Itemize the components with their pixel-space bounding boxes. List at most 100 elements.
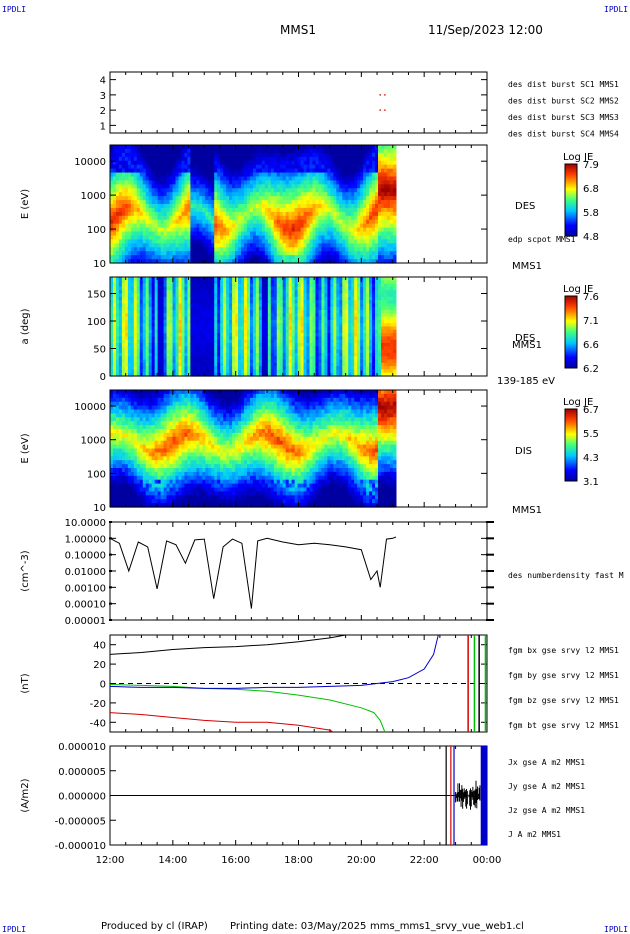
des-pitch-cell xyxy=(232,326,236,331)
des-pitch-cell xyxy=(258,349,263,354)
des-pitch-cell xyxy=(258,359,263,364)
des-energy-cell xyxy=(118,231,123,237)
des-energy-cell xyxy=(330,231,334,237)
des-pitch-cell xyxy=(211,293,215,298)
des-pitch-cell xyxy=(232,290,236,295)
des-pitch-cell xyxy=(166,333,171,337)
des-energy-cell xyxy=(148,148,153,154)
des-pitch-cell xyxy=(238,316,242,321)
des-energy-cell xyxy=(232,219,236,225)
des-pitch-cell xyxy=(148,343,153,347)
des-pitch-cell xyxy=(151,286,156,291)
des-pitch-cell xyxy=(139,310,144,314)
des-energy-cell xyxy=(372,251,376,256)
des-energy-image xyxy=(110,145,397,264)
des-energy-cell xyxy=(217,200,221,205)
des-energy-cell xyxy=(378,172,382,178)
des-energy-cell xyxy=(386,184,391,189)
des-energy-cell xyxy=(339,231,343,237)
des-energy-colorbar-tick: 7.9 xyxy=(583,160,599,171)
des-energy-cell xyxy=(333,239,337,244)
des-energy-cell xyxy=(133,239,138,244)
des-energy-cell xyxy=(276,196,281,201)
des-energy-cell xyxy=(389,164,394,170)
des-pitch-cell xyxy=(264,339,269,344)
des-energy-cell xyxy=(378,223,382,229)
des-pitch-cell xyxy=(241,310,245,314)
des-pitch-cell xyxy=(294,336,299,341)
des-energy-cell xyxy=(130,156,135,162)
des-pitch-cell xyxy=(130,352,135,357)
des-pitch-cell xyxy=(229,303,233,308)
des-energy-cell xyxy=(193,168,197,174)
des-energy-cell xyxy=(339,239,343,244)
des-pitch-cell xyxy=(157,329,162,334)
des-energy-cell xyxy=(324,207,328,213)
des-energy-cell xyxy=(375,200,379,205)
des-energy-cell xyxy=(315,148,320,154)
des-energy-cell xyxy=(220,176,224,181)
des-pitch-cell xyxy=(151,352,156,357)
des-energy-cell xyxy=(163,184,168,189)
des-energy-cell xyxy=(220,160,224,166)
des-pitch-cell xyxy=(166,356,171,361)
des-pitch-cell xyxy=(273,310,278,314)
des-pitch-cell xyxy=(178,326,183,331)
des-energy-cell xyxy=(190,145,194,150)
des-energy-cell xyxy=(345,204,349,209)
des-energy-cell xyxy=(169,215,174,221)
des-energy-cell xyxy=(366,211,370,217)
des-energy-cell xyxy=(330,180,334,185)
des-energy-cell xyxy=(351,243,355,248)
des-energy-cell xyxy=(166,192,171,197)
des-pitch-cell xyxy=(154,349,159,354)
des-energy-cell xyxy=(112,235,117,240)
des-pitch-cell xyxy=(276,359,281,364)
des-energy-cell xyxy=(124,223,129,229)
des-energy-cell xyxy=(258,247,263,252)
des-energy-cell xyxy=(348,259,352,264)
des-energy-cell xyxy=(151,231,156,237)
des-pitch-cell xyxy=(261,349,266,354)
des-energy-cell xyxy=(324,176,328,181)
des-energy-cell xyxy=(232,180,236,185)
burst-ytick-label: 4 xyxy=(100,76,106,87)
des-energy-cell xyxy=(381,168,385,174)
des-energy-cell xyxy=(261,176,266,181)
des-energy-cell xyxy=(246,176,251,181)
des-pitch-cell xyxy=(157,296,162,301)
des-energy-cell xyxy=(136,219,141,225)
des-pitch-cell xyxy=(205,346,209,351)
des-energy-cell xyxy=(270,176,275,181)
des-pitch-cell xyxy=(273,296,278,301)
des-energy-cell xyxy=(187,184,192,189)
des-pitch-cell xyxy=(267,303,272,308)
des-energy-cell xyxy=(211,223,215,229)
des-pitch-cell xyxy=(112,313,117,318)
des-energy-cell xyxy=(375,215,379,221)
des-energy-cell xyxy=(303,145,308,150)
des-energy-cell xyxy=(389,259,394,264)
des-pitch-cell xyxy=(285,303,290,308)
des-energy-cell xyxy=(381,204,385,209)
des-energy-cell xyxy=(252,148,257,154)
des-energy-cell xyxy=(229,215,233,221)
des-pitch-cell xyxy=(163,310,168,314)
des-energy-cell xyxy=(321,223,326,229)
des-energy-cell xyxy=(199,204,203,209)
des-energy-cell xyxy=(392,156,397,162)
des-energy-cell xyxy=(360,152,364,158)
des-pitch-cell xyxy=(151,333,156,337)
des-pitch-cell xyxy=(202,333,206,337)
des-pitch-cell xyxy=(130,319,135,324)
des-energy-cell xyxy=(244,251,248,256)
des-energy-cell xyxy=(348,239,352,244)
des-energy-cell xyxy=(214,243,218,248)
des-energy-cell xyxy=(279,215,284,221)
des-energy-cell xyxy=(115,145,120,150)
des-energy-cell xyxy=(229,219,233,225)
des-pitch-cell xyxy=(300,326,305,331)
des-pitch-cell xyxy=(118,280,123,285)
des-pitch-cell xyxy=(273,326,278,331)
des-energy-cell xyxy=(229,259,233,264)
